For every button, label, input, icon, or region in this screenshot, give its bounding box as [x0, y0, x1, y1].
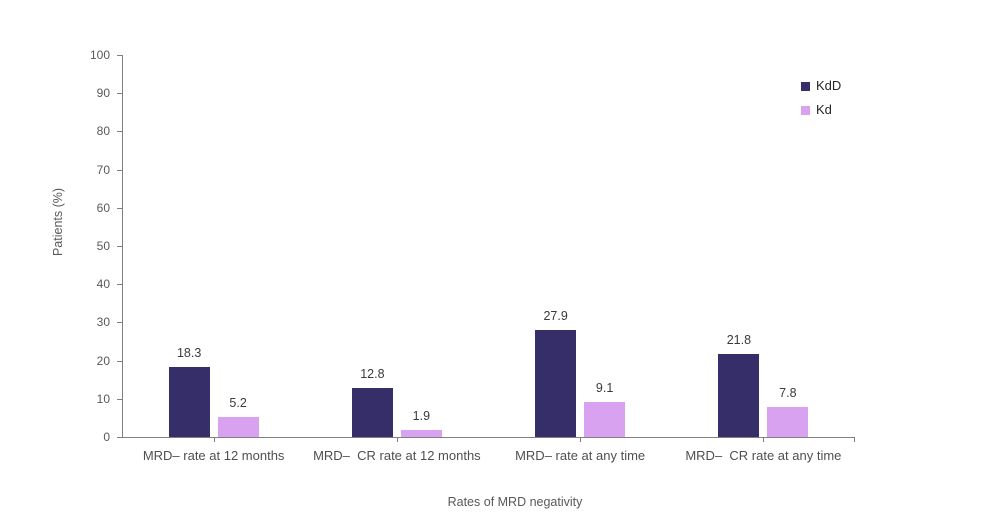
- x-axis-title: Rates of MRD negativity: [447, 495, 583, 509]
- bar-value-label: 18.3: [176, 346, 202, 361]
- y-tick: [117, 398, 122, 400]
- y-tick-label: 30: [96, 315, 110, 330]
- y-axis-line: [122, 55, 123, 437]
- legend-label: Kd: [816, 102, 832, 117]
- y-tick: [117, 322, 122, 324]
- bar-kd: [767, 407, 809, 437]
- x-axis-line: [122, 437, 855, 438]
- bar-kdd: [351, 388, 393, 437]
- legend: KdD Kd: [801, 74, 841, 122]
- x-axis-end-tick: [854, 437, 855, 442]
- bar-value-label: 5.2: [229, 396, 247, 411]
- y-tick-label: 100: [89, 48, 110, 62]
- y-tick: [117, 93, 122, 95]
- category-label: MRD– rate at 12 months: [142, 448, 285, 463]
- bar-value-label: 1.9: [412, 408, 431, 423]
- y-tick-label: 0: [103, 430, 110, 444]
- y-tick-label: 10: [96, 391, 110, 406]
- x-tick: [580, 437, 582, 442]
- bar-kdd: [718, 353, 760, 437]
- y-tick-label: 50: [96, 239, 110, 253]
- bar-value-label: 12.8: [360, 367, 385, 382]
- bar-kdd: [535, 330, 577, 437]
- y-tick-label: 20: [96, 353, 110, 368]
- y-tick-label: 60: [96, 200, 110, 215]
- y-axis-title: Patients (%): [51, 187, 65, 257]
- y-tick: [117, 131, 122, 133]
- bar-value-label: 27.9: [543, 309, 568, 324]
- legend-label: KdD: [816, 78, 842, 93]
- bar-value-label: 21.8: [726, 332, 752, 347]
- y-tick: [117, 207, 122, 209]
- y-tick: [117, 246, 122, 247]
- category-label: MRD– rate at any time: [515, 448, 646, 463]
- x-tick: [213, 437, 215, 442]
- bar-kd: [217, 417, 259, 437]
- category-label: MRD– CR rate at any time: [685, 448, 842, 463]
- y-tick: [117, 55, 122, 56]
- y-tick: [117, 360, 122, 362]
- y-tick: [117, 437, 122, 438]
- category-label: MRD– CR rate at 12 months: [313, 448, 481, 463]
- y-tick-label: 70: [96, 162, 110, 177]
- x-tick: [763, 437, 765, 442]
- x-tick: [396, 437, 398, 442]
- bar-value-label: 7.8: [779, 386, 797, 401]
- bar-kd: [400, 429, 442, 437]
- legend-item-kdd: KdD: [801, 74, 841, 98]
- legend-item-kd: Kd: [801, 98, 841, 122]
- y-tick: [117, 169, 122, 171]
- bar-kd: [584, 402, 626, 437]
- y-tick-label: 90: [96, 86, 110, 101]
- legend-swatch-icon: [801, 81, 810, 91]
- legend-swatch-icon: [801, 105, 810, 115]
- y-tick-label: 40: [96, 277, 110, 292]
- bar-kdd: [168, 367, 210, 437]
- y-tick: [117, 284, 122, 286]
- y-tick-label: 80: [96, 124, 110, 139]
- bar-value-label: 9.1: [595, 381, 614, 396]
